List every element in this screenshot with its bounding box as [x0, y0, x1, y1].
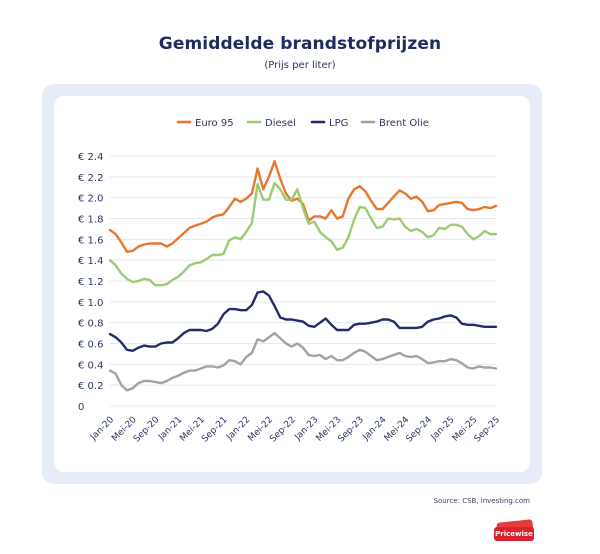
y-tick-label: € 1.2: [78, 277, 103, 288]
chart-card-inner: [54, 96, 530, 472]
legend-label-brent-olie: Brent Olie: [379, 118, 429, 129]
y-tick-label: € 0.2: [78, 381, 103, 392]
y-tick-label: € 1.4: [78, 256, 103, 267]
y-tick-label: 0: [78, 402, 84, 413]
logo-text: Pricewise: [494, 527, 534, 541]
legend-label-diesel: Diesel: [265, 118, 296, 129]
legend-label-lpg: LPG: [329, 118, 348, 129]
x-tick-label: Sep-25: [473, 415, 502, 444]
x-tick-label: Sep-23: [336, 415, 365, 444]
y-tick-label: € 0.6: [78, 340, 103, 351]
chart-title: Gemiddelde brandstofprijzen: [158, 34, 442, 54]
series-line-euro-95: [108, 160, 498, 253]
x-tick-label: Sep-22: [268, 415, 297, 444]
y-tick-label: € 2.4: [78, 152, 103, 163]
series-line-brent-olie: [108, 331, 498, 392]
x-tick-label: Sep-21: [200, 415, 229, 444]
y-tick-label: € 1.6: [78, 235, 103, 246]
x-tick-label: Sep-20: [132, 415, 162, 445]
y-tick-label: € 2.2: [78, 173, 103, 184]
y-tick-label: € 2.0: [78, 194, 103, 205]
legend-label-euro-95: Euro 95: [195, 118, 234, 129]
y-tick-label: € 1.0: [78, 298, 103, 309]
x-tick-label: Sep-24: [405, 415, 435, 445]
chart-subtitle: (Prijs per liter): [264, 60, 336, 71]
series-line-lpg: [108, 290, 498, 352]
source-note: Source: CSB, investing.com: [433, 497, 530, 505]
y-tick-label: € 0.4: [78, 360, 103, 371]
y-tick-label: € 1.8: [78, 215, 103, 226]
pricewise-logo: Pricewise: [494, 519, 536, 543]
y-tick-label: € 0.8: [78, 319, 103, 330]
series-line-diesel: [108, 181, 498, 287]
